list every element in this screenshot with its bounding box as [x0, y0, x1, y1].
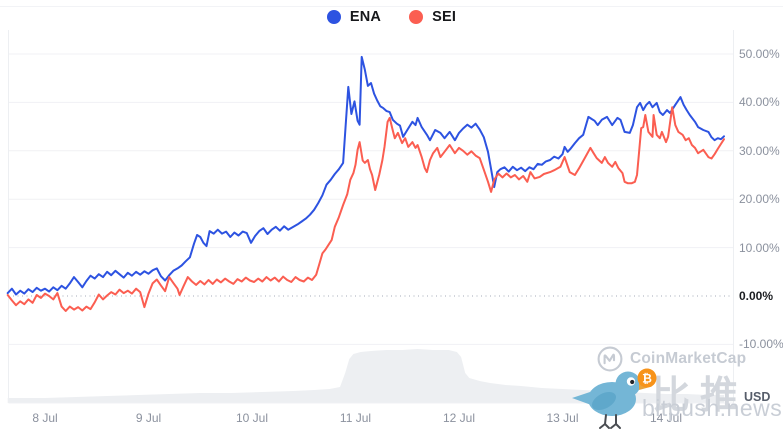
bitcoin-symbol: ₿ — [642, 371, 652, 385]
y-axis-tick-label: -10.00% — [739, 337, 783, 352]
legend-item-sei[interactable]: SEI — [409, 9, 456, 25]
bitpush-watermark: 比推 bitpush.news ₿ — [560, 362, 783, 440]
top-divider — [0, 6, 783, 7]
x-axis-tick-label: 9 Jul — [135, 411, 162, 425]
legend-dot-ena — [326, 10, 341, 24]
bitpush-chinese-name: 比推 — [652, 375, 749, 417]
x-axis-tick-label: 12 Jul — [442, 411, 476, 425]
series-line-ena — [6, 55, 725, 296]
y-axis-tick-label: 20.00% — [739, 192, 780, 207]
x-axis-tick-label: 8 Jul — [32, 411, 58, 425]
bitpush-domain-text: bitpush.news — [642, 395, 783, 421]
y-axis-tick-label: 30.00% — [739, 143, 780, 158]
bitpush-bird-logo-icon: ₿ — [572, 368, 657, 429]
volume-area — [7, 349, 724, 403]
x-axis-tick-label: 11 Jul — [339, 411, 372, 425]
x-axis-tick-label: 14 Jul — [649, 411, 683, 425]
coinmarketcap-watermark: CoinMarketCap — [597, 346, 746, 372]
currency-label: USD — [744, 390, 771, 404]
y-axis-tick-label: 0.00% — [739, 289, 774, 303]
chart-legend: ENA SEI — [0, 9, 783, 25]
y-axis-tick-label: 50.00% — [739, 47, 780, 61]
legend-label: SEI — [432, 9, 457, 25]
x-axis-tick-label: 10 Jul — [235, 411, 269, 425]
y-axis-tick-label: 10.00% — [739, 240, 780, 255]
legend-item-ena[interactable]: ENA — [326, 9, 382, 25]
coinmarketcap-logo-icon — [597, 346, 623, 372]
y-axis-tick-label: 40.00% — [739, 95, 780, 110]
coinmarketcap-watermark-text: CoinMarketCap — [630, 350, 747, 367]
legend-label: ENA — [349, 9, 382, 25]
series-line-sei — [6, 106, 725, 312]
legend-dot-sei — [409, 10, 424, 24]
x-axis-tick-label: 13 Jul — [546, 411, 579, 425]
